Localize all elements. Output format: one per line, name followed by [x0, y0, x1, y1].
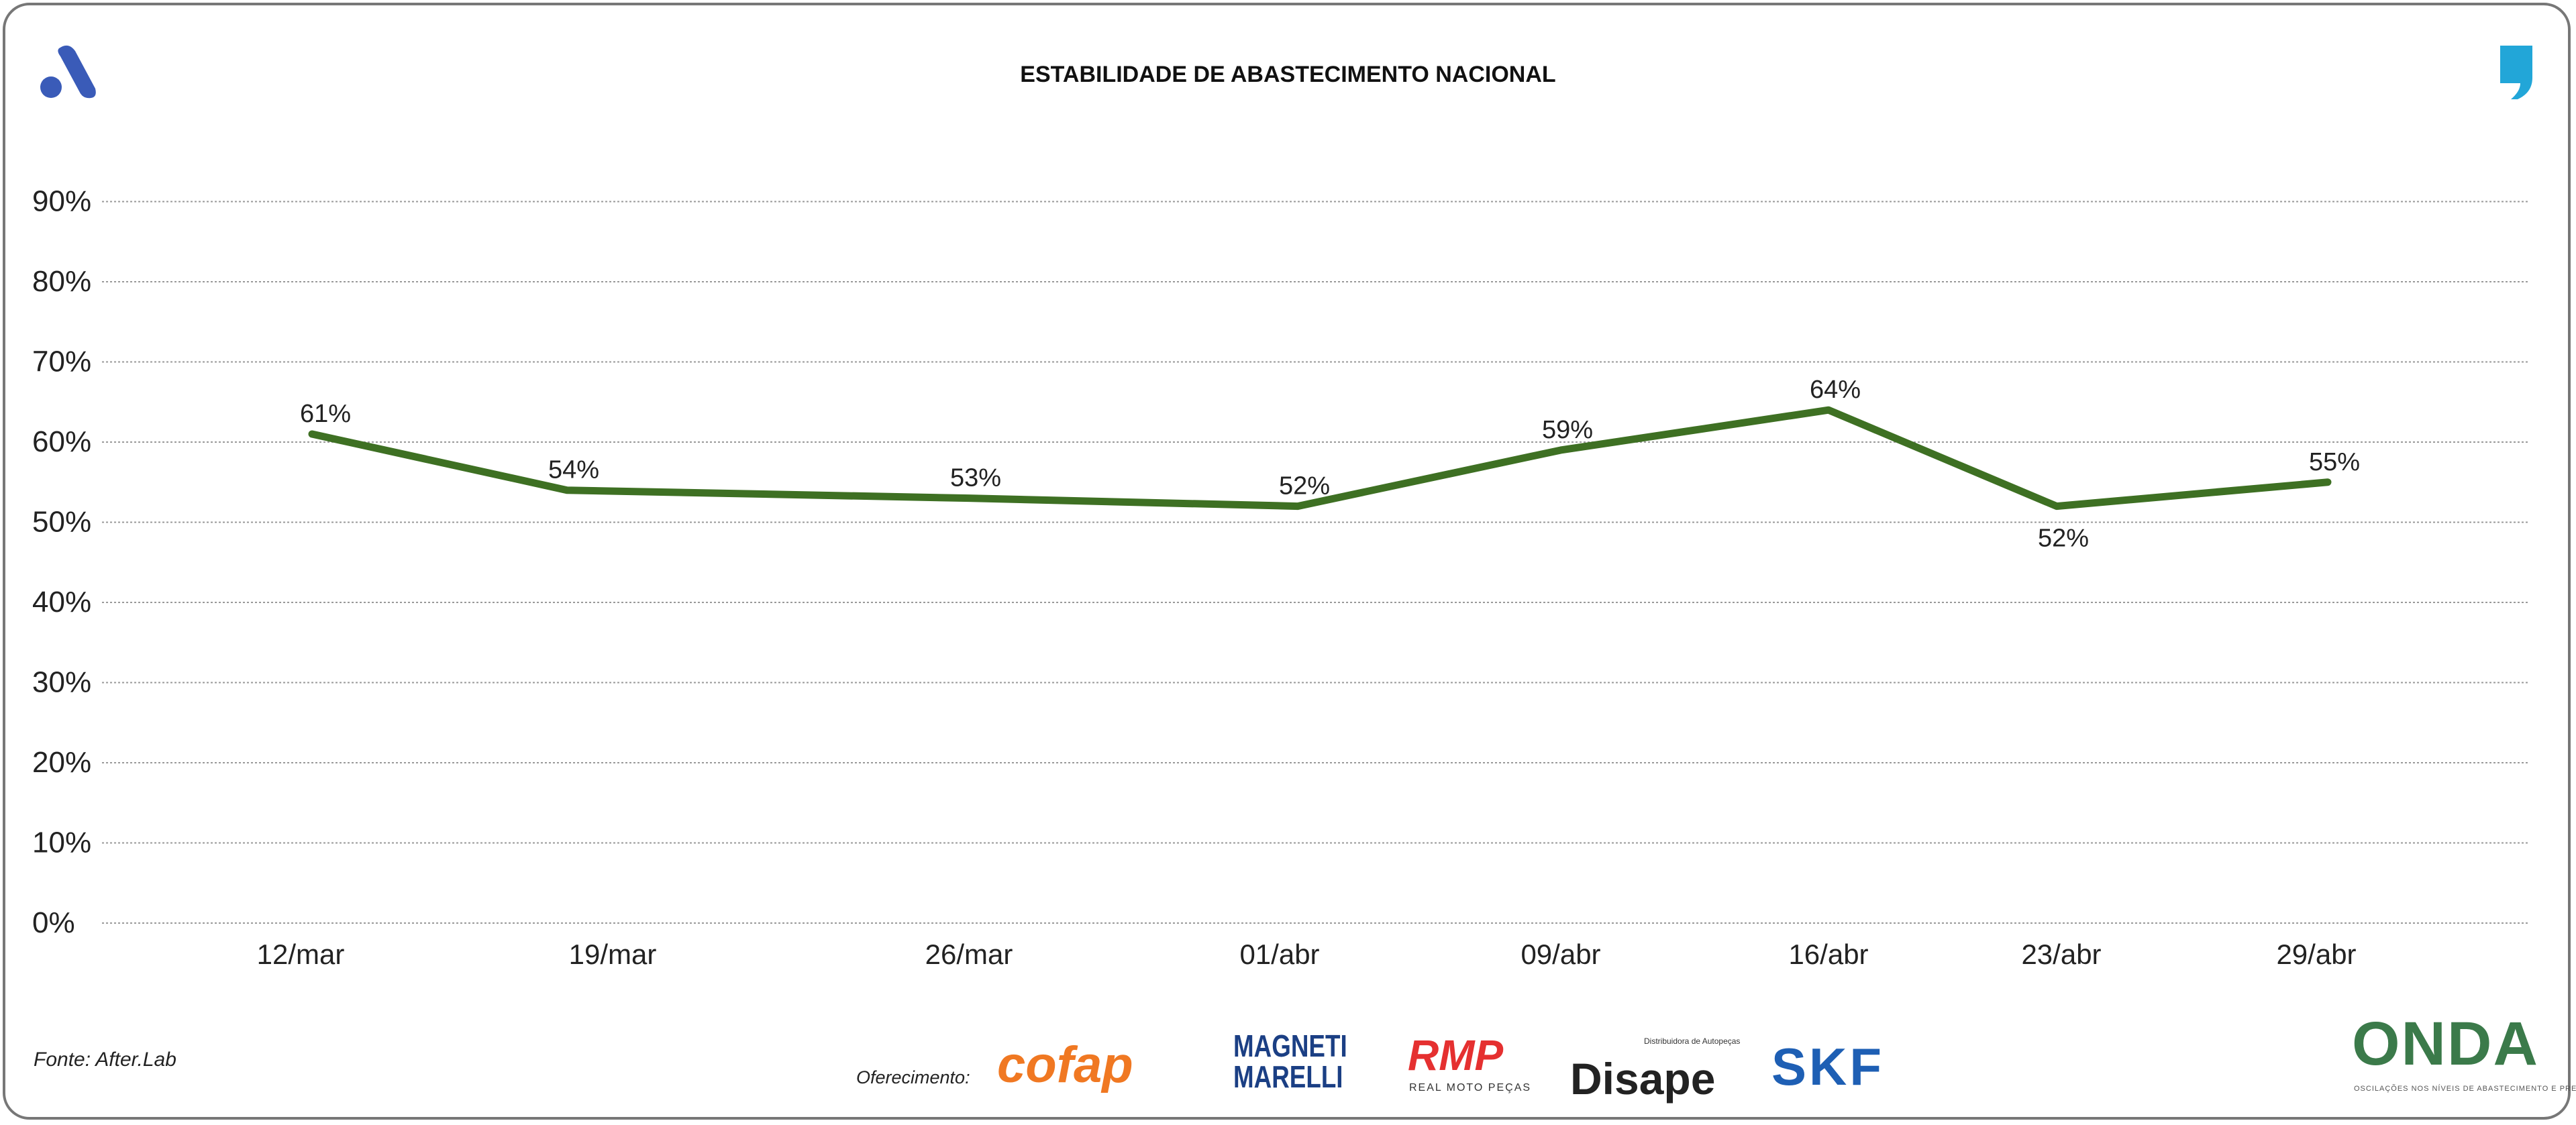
y-tick-label: 70%: [32, 345, 91, 378]
x-tick-label: 23/abr: [2021, 939, 2101, 970]
data-label: 64%: [1810, 376, 1861, 404]
x-tick-label: 29/abr: [2276, 939, 2356, 970]
data-point: [311, 433, 313, 436]
skf-logo: SKF: [1771, 1037, 1884, 1096]
data-label: 52%: [1279, 472, 1330, 500]
data-point: [968, 496, 970, 500]
series-line: [308, 406, 2332, 511]
y-tick-label: 20%: [32, 746, 91, 779]
data-point: [2055, 504, 2058, 508]
disape-logo: Disape: [1570, 1054, 1716, 1104]
y-tick-label: 90%: [32, 185, 91, 218]
data-label: 53%: [950, 464, 1001, 492]
x-tick-label: 12/mar: [257, 939, 345, 970]
data-label: 54%: [548, 456, 599, 484]
y-tick-label: 60%: [32, 425, 91, 458]
data-point: [566, 488, 568, 492]
x-tick-label: 09/abr: [1521, 939, 1600, 970]
data-label: 59%: [1542, 416, 1593, 444]
x-tick-label: 01/abr: [1239, 939, 1319, 970]
x-tick-label: 16/abr: [1788, 939, 1868, 970]
card-frame: [3, 3, 2571, 1120]
magneti-marelli-logo: MAGNETI MARELLI: [1233, 1028, 1347, 1094]
onda-logo: ONDA: [2352, 1010, 2539, 1078]
data-label: 61%: [300, 400, 351, 428]
data-point: [1296, 504, 1299, 508]
data-label: 52%: [2038, 525, 2089, 553]
chart-title: ESTABILIDADE DE ABASTECIMENTO NACIONAL: [1020, 62, 1556, 87]
quote-logo-icon: [2500, 46, 2532, 99]
y-tick-label: 50%: [32, 506, 91, 539]
onda-subtitle: OSCILAÇÕES NOS NÍVEIS DE ABASTECIMENTO E…: [2354, 1085, 2576, 1093]
rmp-logo: RMP: [1408, 1031, 1504, 1079]
a-logo-icon: [40, 45, 96, 99]
data-point: [1559, 448, 1562, 451]
y-tick-label: 40%: [32, 586, 91, 619]
rmp-subtitle: REAL MOTO PEÇAS: [1409, 1082, 1532, 1093]
y-tick-label: 80%: [32, 265, 91, 298]
disape-subtitle: Distribuidora de Autopeças: [1644, 1036, 1741, 1046]
y-tick-label: 30%: [32, 666, 91, 699]
data-label: 55%: [2309, 448, 2360, 476]
data-point: [2326, 480, 2329, 484]
y-tick-label: 0%: [32, 906, 75, 939]
data-point: [1827, 409, 1830, 412]
x-tick-label: 26/mar: [925, 939, 1013, 970]
sponsor-label: Oferecimento:: [856, 1067, 970, 1087]
y-tick-label: 10%: [32, 826, 91, 859]
source-note: Fonte: After.Lab: [34, 1049, 176, 1071]
cofap-logo: cofap: [997, 1036, 1133, 1093]
x-tick-label: 19/mar: [569, 939, 657, 970]
